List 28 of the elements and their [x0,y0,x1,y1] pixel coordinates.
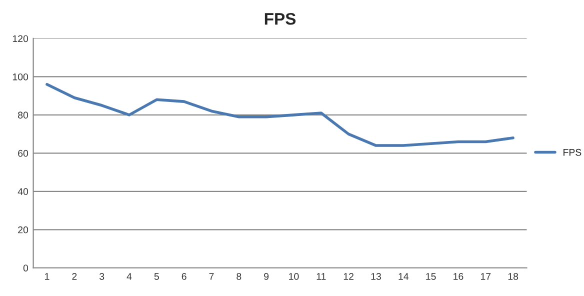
x-tick-label: 2 [72,273,77,280]
line-series [46,82,514,147]
x-tick-label: 18 [508,273,518,280]
x-tick-label: 1 [45,273,50,280]
x-tick-label: 9 [264,273,269,280]
y-tick-label: 80 [18,112,28,119]
chart-title: FPS [264,12,296,25]
y-tick-label: 60 [18,150,28,157]
legend-label: FPS [564,148,582,156]
y-tick-label: 0 [23,264,28,272]
x-tick-label: 11 [316,273,326,280]
x-tick-label: 15 [426,273,436,280]
y-tick-label: 40 [18,188,28,196]
x-tick-label: 16 [454,273,464,280]
x-tick-label: 6 [182,273,186,280]
x-tick-label: 7 [209,273,214,280]
x-tick-label: 12 [344,273,354,280]
x-tick-label: 4 [126,273,132,280]
y-tick-label: 120 [12,35,28,42]
x-tick-label: 10 [289,273,299,280]
x-tick-label: 17 [480,273,491,280]
y-tick-label: 100 [12,73,28,80]
x-tick-label: 14 [398,273,409,280]
x-tick-label: 8 [236,273,242,280]
x-tick-label: 13 [371,273,381,280]
x-tick-label: 5 [154,273,159,280]
y-tick-label: 20 [18,226,28,234]
x-tick-label: 3 [99,273,104,280]
